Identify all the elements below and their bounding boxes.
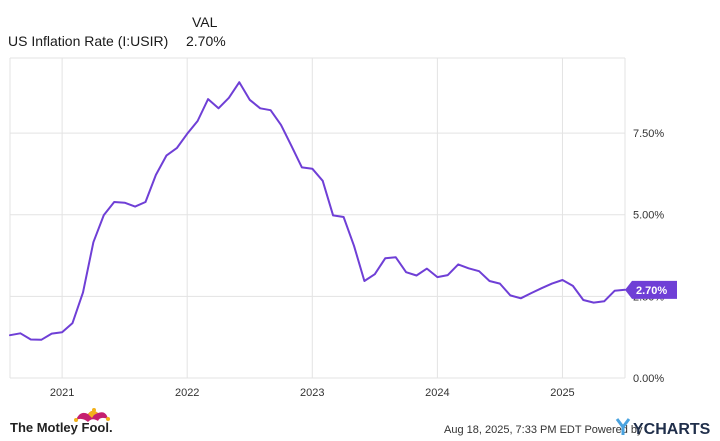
y-tick-label: 5.00% — [633, 210, 664, 222]
series-current-value: 2.70% — [186, 33, 226, 49]
data-point — [217, 107, 220, 109]
data-point — [259, 107, 261, 109]
data-point — [405, 271, 407, 273]
data-point — [541, 287, 543, 289]
series-line — [9, 81, 626, 341]
data-point — [613, 290, 616, 292]
data-point — [593, 301, 595, 304]
data-point — [509, 294, 511, 296]
x-tick-label: 2025 — [550, 387, 574, 399]
data-point — [134, 205, 136, 208]
data-point — [530, 292, 532, 294]
data-point — [155, 174, 157, 176]
data-point — [342, 216, 345, 218]
data-point — [280, 124, 282, 126]
data-point — [113, 201, 115, 203]
data-point — [103, 214, 105, 216]
data-point — [269, 109, 272, 111]
timestamp-text: Aug 18, 2025, 7:33 PM EDT — [444, 424, 582, 436]
data-point — [124, 202, 126, 204]
chart-legend-header: VAL US Inflation Rate (I:USIR) 2.70% — [0, 0, 720, 55]
ycharts-brand-text: YCHARTS — [633, 421, 711, 438]
data-point — [551, 283, 553, 285]
data-point — [395, 256, 397, 258]
data-point — [301, 166, 303, 168]
data-point — [520, 297, 522, 299]
val-column-header: VAL — [192, 14, 218, 30]
data-point — [207, 98, 209, 100]
data-point — [468, 267, 470, 269]
data-point — [40, 339, 42, 341]
data-point — [426, 268, 428, 270]
data-point — [499, 283, 501, 285]
data-point — [363, 280, 366, 282]
data-point — [457, 263, 459, 265]
data-point — [353, 245, 355, 247]
data-point — [478, 270, 480, 272]
data-point — [71, 322, 74, 324]
data-point — [572, 285, 574, 287]
data-point — [603, 300, 605, 302]
chart-timestamp: Aug 18, 2025, 7:33 PM EDT Powered by — [444, 424, 643, 436]
data-point — [582, 299, 584, 301]
x-tick-label: 2023 — [300, 387, 324, 399]
x-tick-label: 2024 — [425, 387, 449, 399]
data-point — [19, 332, 22, 334]
data-point — [332, 214, 334, 216]
series-name: US Inflation Rate (I:USIR) — [8, 33, 169, 49]
data-point — [561, 279, 564, 281]
last-value-marker: 2.70% — [625, 280, 677, 299]
data-point — [197, 120, 199, 122]
data-point — [82, 291, 84, 294]
data-point — [488, 280, 491, 282]
data-point — [176, 147, 178, 149]
data-point — [144, 201, 147, 203]
data-point — [384, 257, 386, 259]
y-tick-label: 7.50% — [633, 128, 664, 140]
x-tick-label: 2021 — [50, 387, 74, 399]
data-point — [415, 274, 418, 277]
data-point — [51, 332, 53, 335]
data-point — [290, 145, 293, 147]
data-point — [436, 276, 438, 278]
powered-by-text: Powered by — [584, 424, 643, 436]
y-tick-label: 0.00% — [633, 373, 664, 385]
data-point — [322, 180, 324, 182]
data-point — [30, 338, 32, 341]
data-point — [447, 274, 449, 276]
last-value-label: 2.70% — [636, 285, 667, 297]
chart-series — [9, 81, 626, 341]
data-point — [228, 97, 230, 99]
motley-fool-logo-text: The Motley Fool. — [10, 420, 113, 435]
x-tick-label: 2022 — [175, 387, 199, 399]
data-point — [311, 168, 313, 170]
data-point — [61, 331, 63, 333]
last-value-tag — [625, 280, 677, 299]
jester-hat-icon — [74, 408, 110, 422]
data-point — [165, 155, 167, 157]
data-point — [9, 334, 11, 336]
chart-footer: The Motley Fool. Aug 18, 2025, 7:33 PM E… — [0, 404, 720, 441]
ycharts-logo[interactable]: YCHARTS — [614, 416, 714, 438]
data-point — [249, 99, 251, 101]
chart-grid — [9, 57, 626, 379]
data-point — [238, 81, 240, 83]
data-point — [374, 273, 376, 275]
data-point — [92, 241, 94, 243]
data-point — [186, 133, 188, 135]
